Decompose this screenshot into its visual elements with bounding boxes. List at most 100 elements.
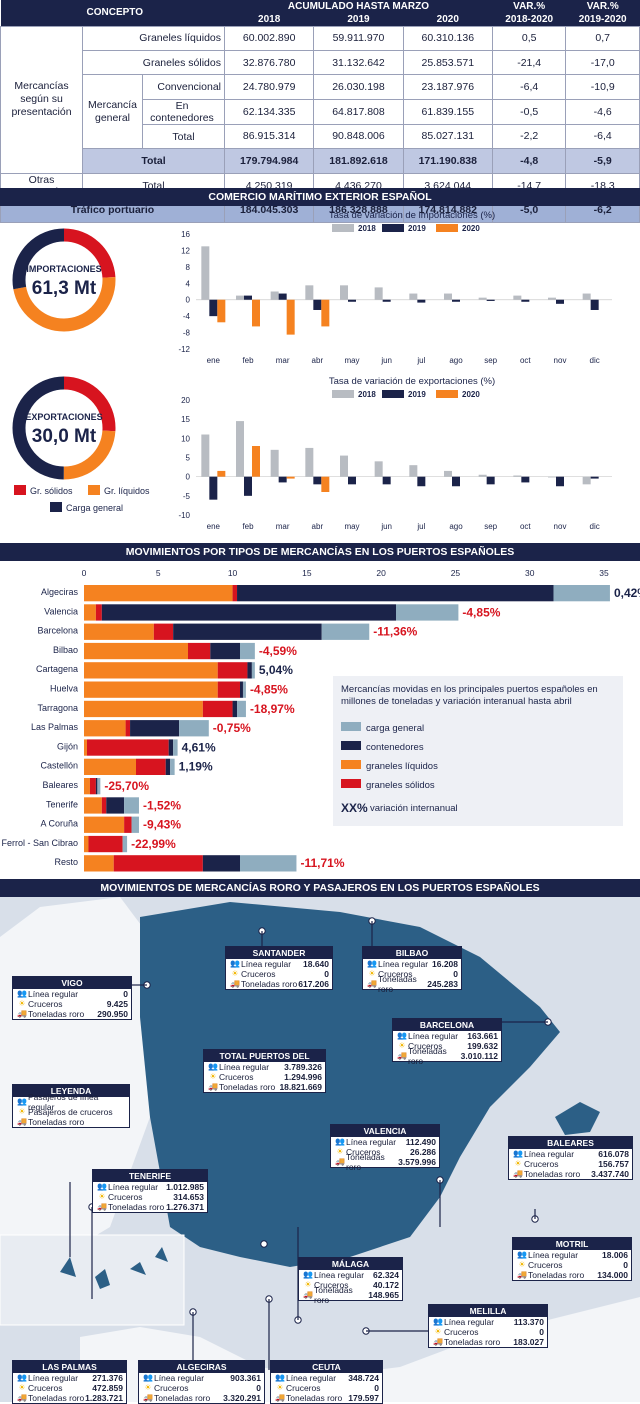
port-box: SANTANDER 👥 Línea regular 18.640 ☀ Cruceros 0 🚚… xyxy=(225,946,333,990)
export-chart-bar xyxy=(478,474,487,477)
group-presentacion: Mercancías según su presentación xyxy=(0,25,83,174)
export-chart-bar xyxy=(217,470,226,477)
cell: 62.134.335 xyxy=(223,98,315,125)
port-box-row: ☀ Cruceros 472.859 xyxy=(13,1383,126,1393)
import-chart-xtick: jun xyxy=(380,356,392,365)
import-donut-label: IMPORTACIONES xyxy=(26,264,101,274)
port-box-row: 👥 Línea regular 903.361 xyxy=(139,1373,264,1383)
port-box: VIGO 👥 Línea regular 0 ☀ Cruceros 9.425 🚚 Tonela… xyxy=(12,976,132,1020)
passengers-icon: 👥 xyxy=(433,1317,443,1326)
ports-bar xyxy=(232,585,238,602)
ports-bar xyxy=(84,662,218,679)
port-box-title: SANTANDER xyxy=(226,947,332,959)
port-box-value: 616.078 xyxy=(598,1149,629,1159)
passengers-icon: 👥 xyxy=(230,959,240,968)
truck-icon: 🚚 xyxy=(97,1202,107,1211)
port-box-label: Línea regular xyxy=(28,989,79,999)
traffic-table: CONCEPTO ACUMULADO HASTA MARZO VAR.% VAR… xyxy=(0,0,640,224)
port-box-label: Línea regular xyxy=(408,1031,459,1041)
port-box-label: Toneladas roro xyxy=(408,1046,447,1066)
export-chart-bar xyxy=(209,476,218,500)
port-box-title: VALENCIA xyxy=(331,1125,439,1137)
import-chart-ytick: 12 xyxy=(181,246,190,255)
export-donut-value: 30,0 Mt xyxy=(32,426,97,447)
port-box: BALEARES 👥 Línea regular 616.078 ☀ Cruceros 15… xyxy=(508,1136,633,1180)
export-chart-bar xyxy=(452,476,460,487)
ports-bar xyxy=(217,662,248,679)
ports-bar xyxy=(124,797,139,814)
port-box-row: 🚚 Toneladas roro 290.950 xyxy=(13,1009,131,1019)
cell: 26.030.198 xyxy=(313,74,404,100)
export-chart-bar xyxy=(521,476,530,483)
import-chart-xtick: ago xyxy=(449,356,463,365)
ports-bar xyxy=(553,585,610,602)
sun-icon: ☀ xyxy=(276,1383,284,1392)
passengers-icon: 👥 xyxy=(513,1149,523,1158)
port-box-row: ☀ Cruceros 156.757 xyxy=(509,1159,632,1169)
port-box-value: 3.437.740 xyxy=(591,1169,629,1179)
ports-bar xyxy=(84,700,203,718)
port-box-value: 290.950 xyxy=(97,1009,128,1019)
port-box-value: 62.324 xyxy=(373,1270,399,1280)
export-chart-ytick: 15 xyxy=(181,415,190,424)
ports-category: Baleares xyxy=(42,780,78,790)
port-box-value: 348.724 xyxy=(348,1373,379,1383)
truck-icon: 🚚 xyxy=(303,1290,313,1299)
import-chart-bar xyxy=(321,299,330,327)
ports-xtick: 25 xyxy=(451,568,461,578)
export-chart-bar xyxy=(278,476,287,483)
port-box-row: 👥 Línea regular 3.789.326 xyxy=(204,1062,325,1072)
port-box-label: Línea regular xyxy=(444,1317,495,1327)
port-box-label: Cruceros xyxy=(241,969,276,979)
port-box-value: 26.286 xyxy=(410,1147,436,1157)
export-chart-ytick: 20 xyxy=(181,396,190,405)
truck-icon: 🚚 xyxy=(208,1082,218,1091)
cell: -2,2 xyxy=(491,123,567,150)
ports-bar xyxy=(242,681,246,698)
port-box-row: 👥 Línea regular 163.661 xyxy=(393,1031,501,1041)
port-box-row: 👥 Línea regular 18.640 xyxy=(226,959,332,969)
port-box-label: Toneladas roro xyxy=(28,1009,85,1019)
port-box-value: 113.370 xyxy=(513,1317,544,1327)
port-box-label: Línea regular xyxy=(108,1182,159,1192)
sun-icon: ☀ xyxy=(18,1107,26,1116)
cell: 179.794.984 xyxy=(223,148,315,174)
port-box: CEUTA 👥 Línea regular 348.724 ☀ Cruceros 0 🚚 Ton… xyxy=(270,1360,383,1404)
ports-bar xyxy=(101,604,396,621)
ports-category: Algeciras xyxy=(41,587,79,597)
cell: 86.915.314 xyxy=(223,123,315,150)
ports-bar xyxy=(84,778,90,795)
truck-icon: 🚚 xyxy=(517,1270,527,1279)
port-box-label: Línea regular xyxy=(286,1373,337,1383)
port-box-row: 👥 Línea regular 348.724 xyxy=(271,1373,382,1383)
ports-legend-var-symbol: XX% xyxy=(341,801,368,815)
ports-bar xyxy=(122,835,128,853)
ports-legend-swatch xyxy=(341,779,361,788)
port-box-row: 👥 Línea regular 271.376 xyxy=(13,1373,126,1383)
import-chart-bar xyxy=(286,299,295,335)
export-chart-bar xyxy=(348,476,356,485)
export-chart-ytick: -5 xyxy=(183,492,191,501)
export-chart-legend-swatch xyxy=(436,390,458,398)
import-chart-ytick: 0 xyxy=(186,296,191,305)
import-donut-slice xyxy=(12,228,116,332)
import-chart-bar xyxy=(590,299,599,310)
port-box: TOTAL PUERTOS DEL ESTADO 👥 Línea regular 3.… xyxy=(203,1049,326,1093)
export-chart-xtick: may xyxy=(344,522,359,531)
port-box-row: ☀ Cruceros 26.286 xyxy=(331,1147,439,1157)
port-box-label: Cruceros xyxy=(528,1260,563,1270)
export-chart-bar xyxy=(556,476,564,487)
cell: -6,4 xyxy=(491,74,567,100)
import-chart-bar xyxy=(486,299,495,301)
cell: 85.027.131 xyxy=(402,123,493,150)
export-chart-bar xyxy=(513,475,522,477)
port-box-value: 0 xyxy=(539,1327,544,1337)
port-box-value: 179.597 xyxy=(348,1393,379,1403)
cell: 60.002.890 xyxy=(223,25,315,51)
port-box: VALENCIA 👥 Línea regular 112.490 ☀ Cruceros 26… xyxy=(330,1124,440,1172)
port-box-value: 472.859 xyxy=(92,1383,123,1393)
port-box-value: 245.283 xyxy=(427,979,458,989)
ports-variation: -9,43% xyxy=(143,818,181,832)
port-box-label: Toneladas roro xyxy=(314,1285,353,1305)
import-chart-xtick: mar xyxy=(276,356,290,365)
